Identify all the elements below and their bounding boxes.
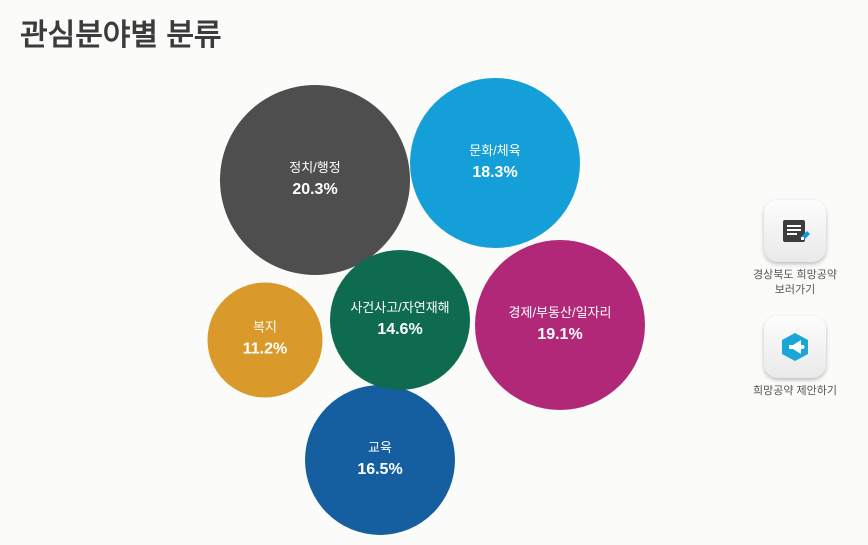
bubble-label: 정치/행정 bbox=[289, 159, 340, 177]
bubble[interactable]: 복지 11.2% bbox=[208, 283, 323, 398]
bubble-label: 문화/체육 bbox=[469, 142, 520, 160]
bubble[interactable]: 교육 16.5% bbox=[305, 385, 455, 535]
megaphone-icon bbox=[764, 316, 826, 378]
bubble-value: 11.2% bbox=[243, 339, 287, 361]
sidebar-item-suggest-promise[interactable]: 희망공약 제안하기 bbox=[753, 316, 837, 399]
bubble-value: 14.6% bbox=[377, 319, 422, 341]
bubble-label: 복지 bbox=[253, 319, 277, 337]
sidebar-caption: 경상북도 희망공약 보러가기 bbox=[753, 268, 837, 298]
bubble-chart: 정치/행정 20.3% 문화/체육 18.3% 경제/부동산/일자리 19.1% 교육 16.… bbox=[0, 0, 730, 545]
document-edit-icon bbox=[764, 200, 826, 262]
bubble-value: 20.3% bbox=[292, 179, 337, 201]
sidebar-item-view-promises[interactable]: 경상북도 희망공약 보러가기 bbox=[753, 200, 837, 298]
bubble[interactable]: 경제/부동산/일자리 19.1% bbox=[475, 240, 645, 410]
bubble-value: 19.1% bbox=[537, 324, 582, 346]
bubble-label: 경제/부동산/일자리 bbox=[509, 304, 612, 322]
bubble[interactable]: 정치/행정 20.3% bbox=[220, 85, 410, 275]
sidebar: 경상북도 희망공약 보러가기 희망공약 제안하기 bbox=[740, 200, 850, 399]
bubble[interactable]: 문화/체육 18.3% bbox=[410, 78, 580, 248]
bubble-label: 사건사고/자연재해 bbox=[350, 299, 449, 317]
bubble-value: 18.3% bbox=[472, 162, 517, 184]
bubble-label: 교육 bbox=[368, 439, 392, 457]
bubble-value: 16.5% bbox=[357, 459, 402, 481]
sidebar-caption: 희망공약 제안하기 bbox=[753, 384, 837, 399]
bubble[interactable]: 사건사고/자연재해 14.6% bbox=[330, 250, 470, 390]
